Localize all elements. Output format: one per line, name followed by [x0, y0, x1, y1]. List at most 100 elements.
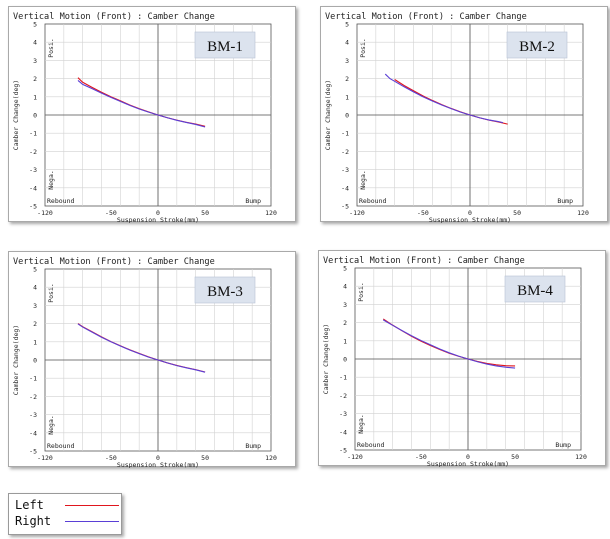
x-tick-label: 120 [265, 454, 277, 462]
y-tick-label: 3 [33, 57, 37, 65]
y-tick-label: -4 [29, 184, 37, 192]
y-tick-label: 2 [33, 320, 37, 328]
chart-title: Vertical Motion (Front) : Camber Change [13, 257, 215, 267]
y-tick-label: 5 [33, 21, 37, 29]
bump-label: Bump [245, 442, 261, 450]
legend-label-right: Right [15, 514, 52, 528]
x-tick-label: 50 [513, 209, 521, 217]
y-tick-label: -4 [341, 184, 349, 192]
x-tick-label: -50 [105, 209, 117, 217]
variant-tag: BM-3 [194, 276, 256, 304]
nega-label: Nega. [357, 414, 365, 434]
y-tick-label: 3 [33, 302, 37, 310]
variant-tag-label: BM-2 [519, 39, 555, 55]
variant-tag-box [194, 31, 256, 59]
x-tick-label: -50 [105, 454, 117, 462]
nega-label: Nega. [47, 170, 55, 190]
y-tick-label: 4 [343, 283, 347, 291]
y-tick-label: -3 [341, 166, 349, 174]
y-tick-label: 0 [345, 112, 349, 120]
x-tick-label: -120 [349, 209, 365, 217]
y-tick-label: 0 [33, 357, 37, 365]
series-line-right [77, 80, 206, 128]
y-tick-label: 2 [343, 319, 347, 327]
x-axis-label: Suspension Stroke(mm) [117, 461, 199, 468]
chart-panel-bm-1: Vertical Motion (Front) : Camber Change -… [8, 6, 296, 223]
chart-title: Vertical Motion (Front) : Camber Change [325, 12, 527, 22]
y-tick-label: 4 [33, 284, 37, 292]
y-tick-label: -3 [29, 166, 37, 174]
x-tick-label: 50 [511, 453, 519, 461]
y-tick-label: 5 [33, 266, 37, 274]
x-tick-label: -120 [37, 454, 53, 462]
y-tick-label: -2 [29, 393, 37, 401]
y-tick-label: -5 [29, 448, 37, 456]
y-tick-label: -1 [29, 375, 37, 383]
y-axis-label: Camber Change(deg) [324, 80, 332, 150]
y-axis-label: Camber Change(deg) [322, 324, 330, 394]
legend-item-right: Right [15, 514, 119, 530]
y-tick-label: 5 [345, 21, 349, 29]
y-tick-label: -3 [339, 410, 347, 418]
variant-tag-label: BM-4 [517, 283, 553, 299]
y-tick-label: -2 [339, 392, 347, 400]
variant-tag-label: BM-1 [207, 39, 243, 55]
y-axis-label: Camber Change(deg) [12, 325, 20, 395]
y-tick-label: 1 [343, 337, 347, 345]
y-tick-label: 2 [33, 75, 37, 83]
variant-tag-box [504, 275, 566, 303]
y-tick-label: 4 [345, 39, 349, 47]
posi-label: Posi. [47, 283, 55, 303]
variant-tag: BM-4 [504, 275, 566, 303]
chart-panel-bm-3: Vertical Motion (Front) : Camber Change -… [8, 251, 296, 468]
y-tick-label: -3 [29, 411, 37, 419]
y-tick-label: -4 [29, 429, 37, 437]
chart-svg: Vertical Motion (Front) : Camber Change -… [322, 256, 587, 467]
y-tick-label: 1 [345, 93, 349, 101]
rebound-label: Rebound [47, 197, 74, 205]
y-tick-label: -1 [339, 374, 347, 382]
series-line-right [77, 323, 206, 373]
x-tick-label: -120 [347, 453, 363, 461]
x-tick-label: -50 [417, 209, 429, 217]
x-tick-label: 0 [466, 453, 470, 461]
chart-title: Vertical Motion (Front) : Camber Change [13, 12, 215, 22]
bump-label: Bump [555, 441, 571, 449]
bump-label: Bump [557, 197, 573, 205]
chart-svg: Vertical Motion (Front) : Camber Change -… [12, 257, 277, 468]
rebound-label: Rebound [47, 442, 74, 450]
x-axis-label: Suspension Stroke(mm) [427, 460, 509, 467]
variant-tag-box [506, 31, 568, 59]
y-tick-label: 4 [33, 39, 37, 47]
chart-panel-bm-4: Vertical Motion (Front) : Camber Change -… [318, 250, 606, 467]
y-tick-label: 1 [33, 338, 37, 346]
y-tick-label: -5 [341, 203, 349, 211]
chart-svg: Vertical Motion (Front) : Camber Change -… [324, 12, 589, 223]
y-tick-label: -4 [339, 428, 347, 436]
y-tick-label: 3 [343, 301, 347, 309]
y-tick-label: 5 [343, 265, 347, 273]
legend-swatch-left [65, 505, 119, 506]
y-tick-label: 2 [345, 75, 349, 83]
x-tick-label: -50 [415, 453, 427, 461]
posi-label: Posi. [359, 38, 367, 58]
y-tick-label: 1 [33, 93, 37, 101]
y-tick-label: -2 [341, 148, 349, 156]
y-tick-label: -1 [29, 130, 37, 138]
posi-label: Posi. [47, 38, 55, 58]
x-tick-label: 120 [265, 209, 277, 217]
chart-title: Vertical Motion (Front) : Camber Change [323, 256, 525, 266]
y-tick-label: 0 [343, 356, 347, 364]
series-line-right [384, 73, 504, 124]
x-tick-label: 0 [468, 209, 472, 217]
variant-tag: BM-1 [194, 31, 256, 59]
rebound-label: Rebound [359, 197, 386, 205]
variant-tag-label: BM-3 [207, 284, 243, 300]
y-tick-label: -2 [29, 148, 37, 156]
x-axis-label: Suspension Stroke(mm) [117, 216, 199, 223]
bump-label: Bump [245, 197, 261, 205]
x-tick-label: 0 [156, 454, 160, 462]
y-tick-label: -5 [339, 447, 347, 455]
legend-swatch-right [65, 521, 119, 522]
nega-label: Nega. [359, 170, 367, 190]
